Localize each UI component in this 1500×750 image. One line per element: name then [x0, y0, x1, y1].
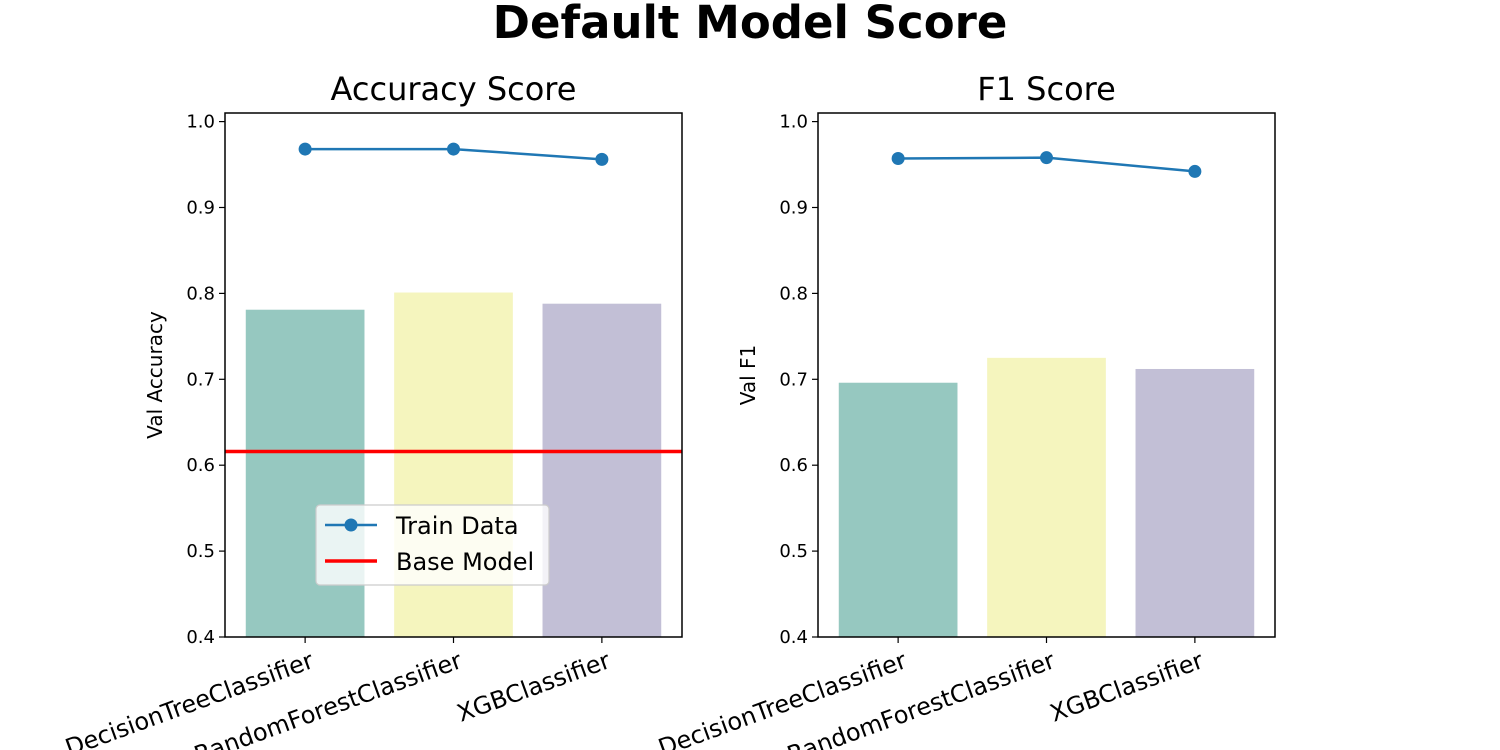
figure-title: Default Model Score: [493, 0, 1008, 49]
accuracy-ytick-label-2: 0.6: [186, 455, 215, 476]
accuracy-bar-2: [542, 303, 662, 637]
f1-ytick-label-3: 0.7: [779, 369, 808, 390]
legend-base-model-label: Base Model: [396, 548, 534, 576]
f1-y-axis-label: Val F1: [736, 345, 760, 406]
accuracy-chart-panel: Accuracy Score 0.4 0.5 0.6 0.7 0.8 0.9 1.0 Val A…: [62, 70, 683, 750]
accuracy-y-axis-label: Val Accuracy: [143, 311, 167, 439]
accuracy-xtick-label-2: XGBClassifier: [453, 646, 614, 727]
f1-ytick-label-2: 0.6: [779, 455, 808, 476]
accuracy-ytick-label-0: 0.4: [186, 627, 215, 648]
f1-train-data-point-2: [1188, 164, 1202, 178]
accuracy-train-data-point-2: [595, 152, 609, 166]
f1-bar-1: [987, 357, 1106, 637]
f1-train-data-point-0: [891, 152, 905, 166]
f1-ytick-label-5: 0.9: [779, 197, 808, 218]
f1-ytick-label-1: 0.5: [779, 541, 808, 562]
f1-chart-title: F1 Score: [977, 70, 1116, 108]
accuracy-ytick-label-6: 1.0: [186, 112, 215, 133]
f1-bar-2: [1135, 368, 1255, 637]
f1-train-data-point-1: [1040, 151, 1053, 165]
accuracy-legend: Train Data Base Model: [315, 504, 550, 586]
accuracy-train-data-point-0: [298, 142, 312, 156]
legend-train-data-label: Train Data: [395, 512, 519, 540]
legend-train-data-marker: [344, 518, 358, 532]
accuracy-ytick-label-3: 0.7: [186, 369, 215, 390]
accuracy-chart-title: Accuracy Score: [331, 70, 577, 108]
accuracy-bar-0: [245, 309, 365, 637]
f1-ytick-label-0: 0.4: [779, 627, 808, 648]
accuracy-ytick-label-1: 0.5: [186, 541, 215, 562]
accuracy-ytick-label-4: 0.8: [186, 283, 215, 304]
f1-xtick-label-2: XGBClassifier: [1046, 646, 1207, 727]
accuracy-ytick-label-5: 0.9: [186, 197, 215, 218]
f1-bar-0: [838, 382, 958, 637]
accuracy-train-data-point-1: [447, 142, 460, 156]
f1-ytick-label-4: 0.8: [779, 283, 808, 304]
f1-ytick-label-6: 1.0: [779, 112, 808, 133]
